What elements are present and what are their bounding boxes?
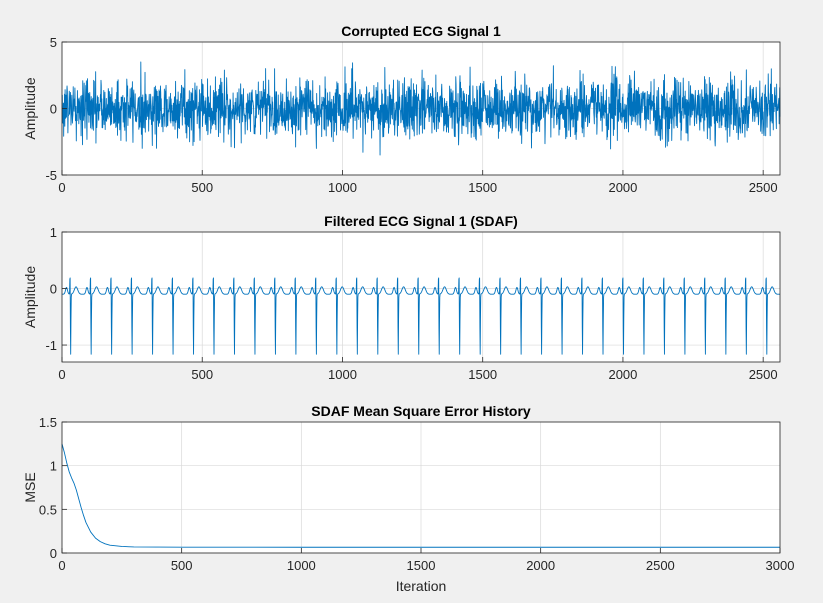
- x-tick-label: 0: [58, 558, 65, 573]
- y-tick-label: 1: [50, 225, 57, 240]
- x-tick-label: 0: [58, 180, 65, 195]
- x-tick-label: 2500: [749, 367, 778, 382]
- x-tick-label: 500: [191, 367, 213, 382]
- y-tick-label: 0: [50, 546, 57, 561]
- chart-title: Corrupted ECG Signal 1: [341, 23, 501, 39]
- y-tick-label: -1: [45, 338, 57, 353]
- y-tick-label: 1: [50, 459, 57, 474]
- y-tick-label: 0: [50, 282, 57, 297]
- x-tick-label: 1000: [287, 558, 316, 573]
- y-tick-label: 0.5: [39, 502, 57, 517]
- x-tick-label: 500: [171, 558, 193, 573]
- x-tick-label: 1500: [468, 367, 497, 382]
- corrupted-ecg-panel: Corrupted ECG Signal 1 Amplitude 0 500 100…: [22, 23, 781, 195]
- x-tick-label: 2000: [608, 367, 637, 382]
- tick-marks: [61, 41, 764, 176]
- x-tick-label: 2500: [749, 180, 778, 195]
- chart-title: SDAF Mean Square Error History: [311, 403, 531, 419]
- mse-series: [61, 443, 780, 548]
- y-tick-label: -5: [45, 168, 57, 183]
- y-axis-label: MSE: [22, 472, 38, 502]
- axes-frame: [61, 231, 781, 363]
- x-tick-label: 1500: [468, 180, 497, 195]
- plot-area: [62, 232, 780, 362]
- y-tick-label: 1.5: [39, 415, 57, 430]
- chart-title: Filtered ECG Signal 1 (SDAF): [324, 213, 518, 229]
- x-tick-label: 500: [191, 180, 213, 195]
- x-tick-label: 3000: [766, 558, 795, 573]
- corrupted-ecg-series: [61, 61, 781, 156]
- y-axis-label: Amplitude: [22, 77, 38, 139]
- tick-marks: [61, 421, 781, 554]
- y-axis-label: Amplitude: [22, 266, 38, 328]
- y-tick-label: 5: [50, 35, 57, 50]
- filtered-ecg-panel: Filtered ECG Signal 1 (SDAF) Amplitude 0…: [22, 213, 781, 382]
- x-tick-label: 1000: [328, 367, 357, 382]
- x-tick-label: 2000: [608, 180, 637, 195]
- x-tick-label: 1500: [407, 558, 436, 573]
- x-tick-label: 2500: [646, 558, 675, 573]
- mse-history-panel: SDAF Mean Square Error History MSE Itera…: [22, 403, 794, 594]
- y-tick-label: 0: [50, 102, 57, 117]
- tick-marks: [61, 231, 764, 362]
- x-tick-label: 0: [58, 367, 65, 382]
- x-tick-label: 2000: [526, 558, 555, 573]
- x-axis-label: Iteration: [396, 578, 447, 594]
- x-tick-label: 1000: [328, 180, 357, 195]
- filtered-ecg-series: [62, 277, 781, 355]
